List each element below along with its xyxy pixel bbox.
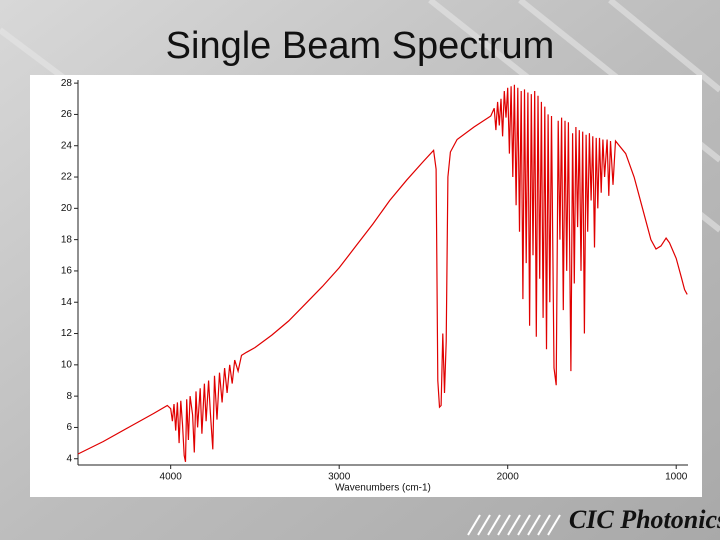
y-tick-label: 28 [61,78,73,89]
chart-title: Single Beam Spectrum [166,25,555,67]
logo-stripes [467,514,561,536]
x-tick-label: 4000 [160,472,183,483]
plot: 4 6 8 10 12 14 16 18 20 22 24 26 28 4000 3000 2000 1000 [61,78,688,483]
spectrum-line [77,84,688,463]
y-tick-label: 12 [61,328,73,339]
y-tick-label: 6 [66,422,72,433]
x-axis-label: Wavenumbers (cm-1) [335,483,431,494]
y-tick-label: 10 [61,359,73,370]
x-tick-label: 1000 [665,472,688,483]
y-tick-label: 14 [61,297,73,308]
y-tick-label: 20 [61,203,73,214]
y-tick-label: 18 [61,234,73,245]
x-tick-label: 2000 [497,472,520,483]
y-tick-label: 24 [61,140,73,151]
logo: CIC Photonics [569,505,720,534]
y-tick-label: 16 [61,266,73,277]
y-tick-label: 26 [61,109,73,120]
y-tick-label: 4 [66,453,72,464]
y-tick-label: 22 [61,172,73,183]
y-tick-label: 8 [66,391,72,402]
chart-panel [30,75,702,497]
x-tick-label: 3000 [328,472,351,483]
